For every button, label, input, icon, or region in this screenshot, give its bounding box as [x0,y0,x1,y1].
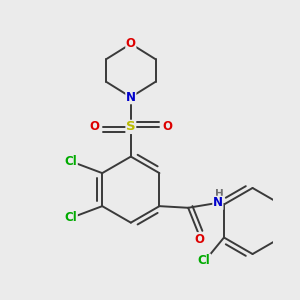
Text: Cl: Cl [64,211,77,224]
Text: O: O [89,120,100,134]
Text: O: O [162,120,172,134]
Text: H: H [215,189,224,199]
Text: N: N [213,196,223,209]
Text: O: O [195,233,205,246]
Text: Cl: Cl [198,254,211,267]
Text: Cl: Cl [64,155,77,168]
Text: N: N [126,91,136,104]
Text: S: S [126,120,136,134]
Text: O: O [126,37,136,50]
